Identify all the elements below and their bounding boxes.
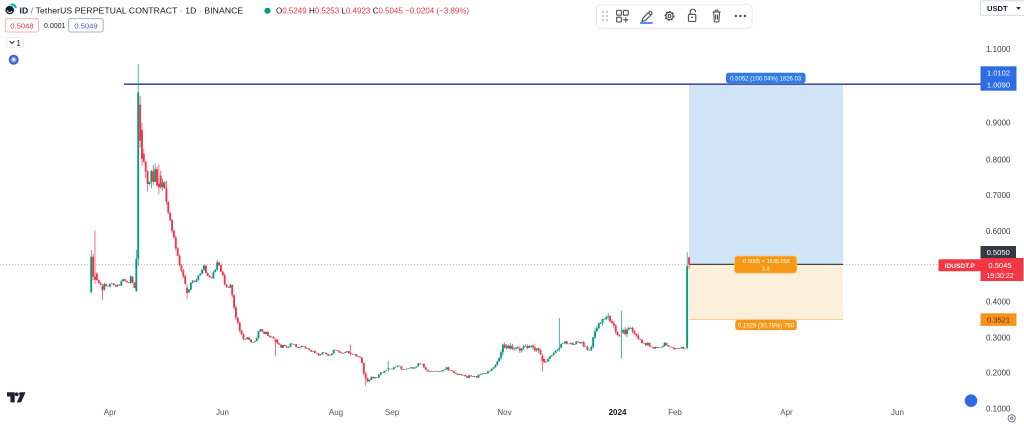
svg-text:1.0090: 1.0090: [987, 81, 1010, 90]
svg-text:Nov: Nov: [497, 408, 511, 417]
svg-text:0.6000: 0.6000: [986, 227, 1011, 236]
svg-text:0.5045: 0.5045: [988, 261, 1011, 270]
svg-text:19:30:22: 19:30:22: [986, 273, 1013, 280]
svg-text:0.2000: 0.2000: [986, 368, 1011, 377]
svg-text:0.8000: 0.8000: [986, 155, 1011, 164]
svg-text:0.3521: 0.3521: [987, 315, 1010, 324]
svg-text:0.4000: 0.4000: [986, 298, 1011, 307]
svg-text:1.0102: 1.0102: [987, 68, 1010, 77]
svg-text:Jun: Jun: [216, 408, 229, 417]
svg-text:0.1929 (30.78%) 750: 0.1929 (30.78%) 750: [738, 323, 795, 329]
svg-text:2024: 2024: [609, 408, 627, 417]
svg-text:USDT: USDT: [987, 4, 1008, 13]
svg-text:0.9000: 0.9000: [986, 119, 1011, 128]
svg-text:Apr: Apr: [780, 408, 793, 417]
svg-text:ID / TetherUS PERPETUAL CONTRA: ID / TetherUS PERPETUAL CONTRACT · 1D · …: [20, 6, 244, 16]
svg-text:Apr: Apr: [104, 408, 117, 417]
svg-text:0.0001: 0.0001: [44, 23, 66, 30]
svg-text:0.5048: 0.5048: [10, 21, 33, 30]
svg-text:0.5050: 0.5050: [987, 248, 1010, 257]
svg-text:0.5049: 0.5049: [74, 21, 97, 30]
svg-text:1.1000: 1.1000: [986, 45, 1011, 54]
svg-text:0.3000: 0.3000: [986, 334, 1011, 343]
svg-text:0.7000: 0.7000: [986, 191, 1011, 200]
svg-text:0.1000: 0.1000: [986, 404, 1011, 413]
svg-text:O0.5249 H0.5253 L0.4923 C0.504: O0.5249 H0.5253 L0.4923 C0.5045 −0.0204 …: [276, 7, 469, 16]
svg-text:Aug: Aug: [329, 408, 343, 417]
svg-text:3.3: 3.3: [762, 266, 770, 272]
svg-text:Jun: Jun: [891, 408, 904, 417]
svg-text:-0.0005 × 1635.056: -0.0005 × 1635.056: [741, 259, 790, 265]
svg-text:Feb: Feb: [668, 408, 682, 417]
svg-text:1: 1: [17, 39, 21, 48]
svg-text:0.5052 (100.04%) 1826.03: 0.5052 (100.04%) 1826.03: [730, 76, 802, 82]
svg-text:IDUSDT.P: IDUSDT.P: [945, 263, 976, 270]
svg-text:Sep: Sep: [385, 408, 400, 417]
